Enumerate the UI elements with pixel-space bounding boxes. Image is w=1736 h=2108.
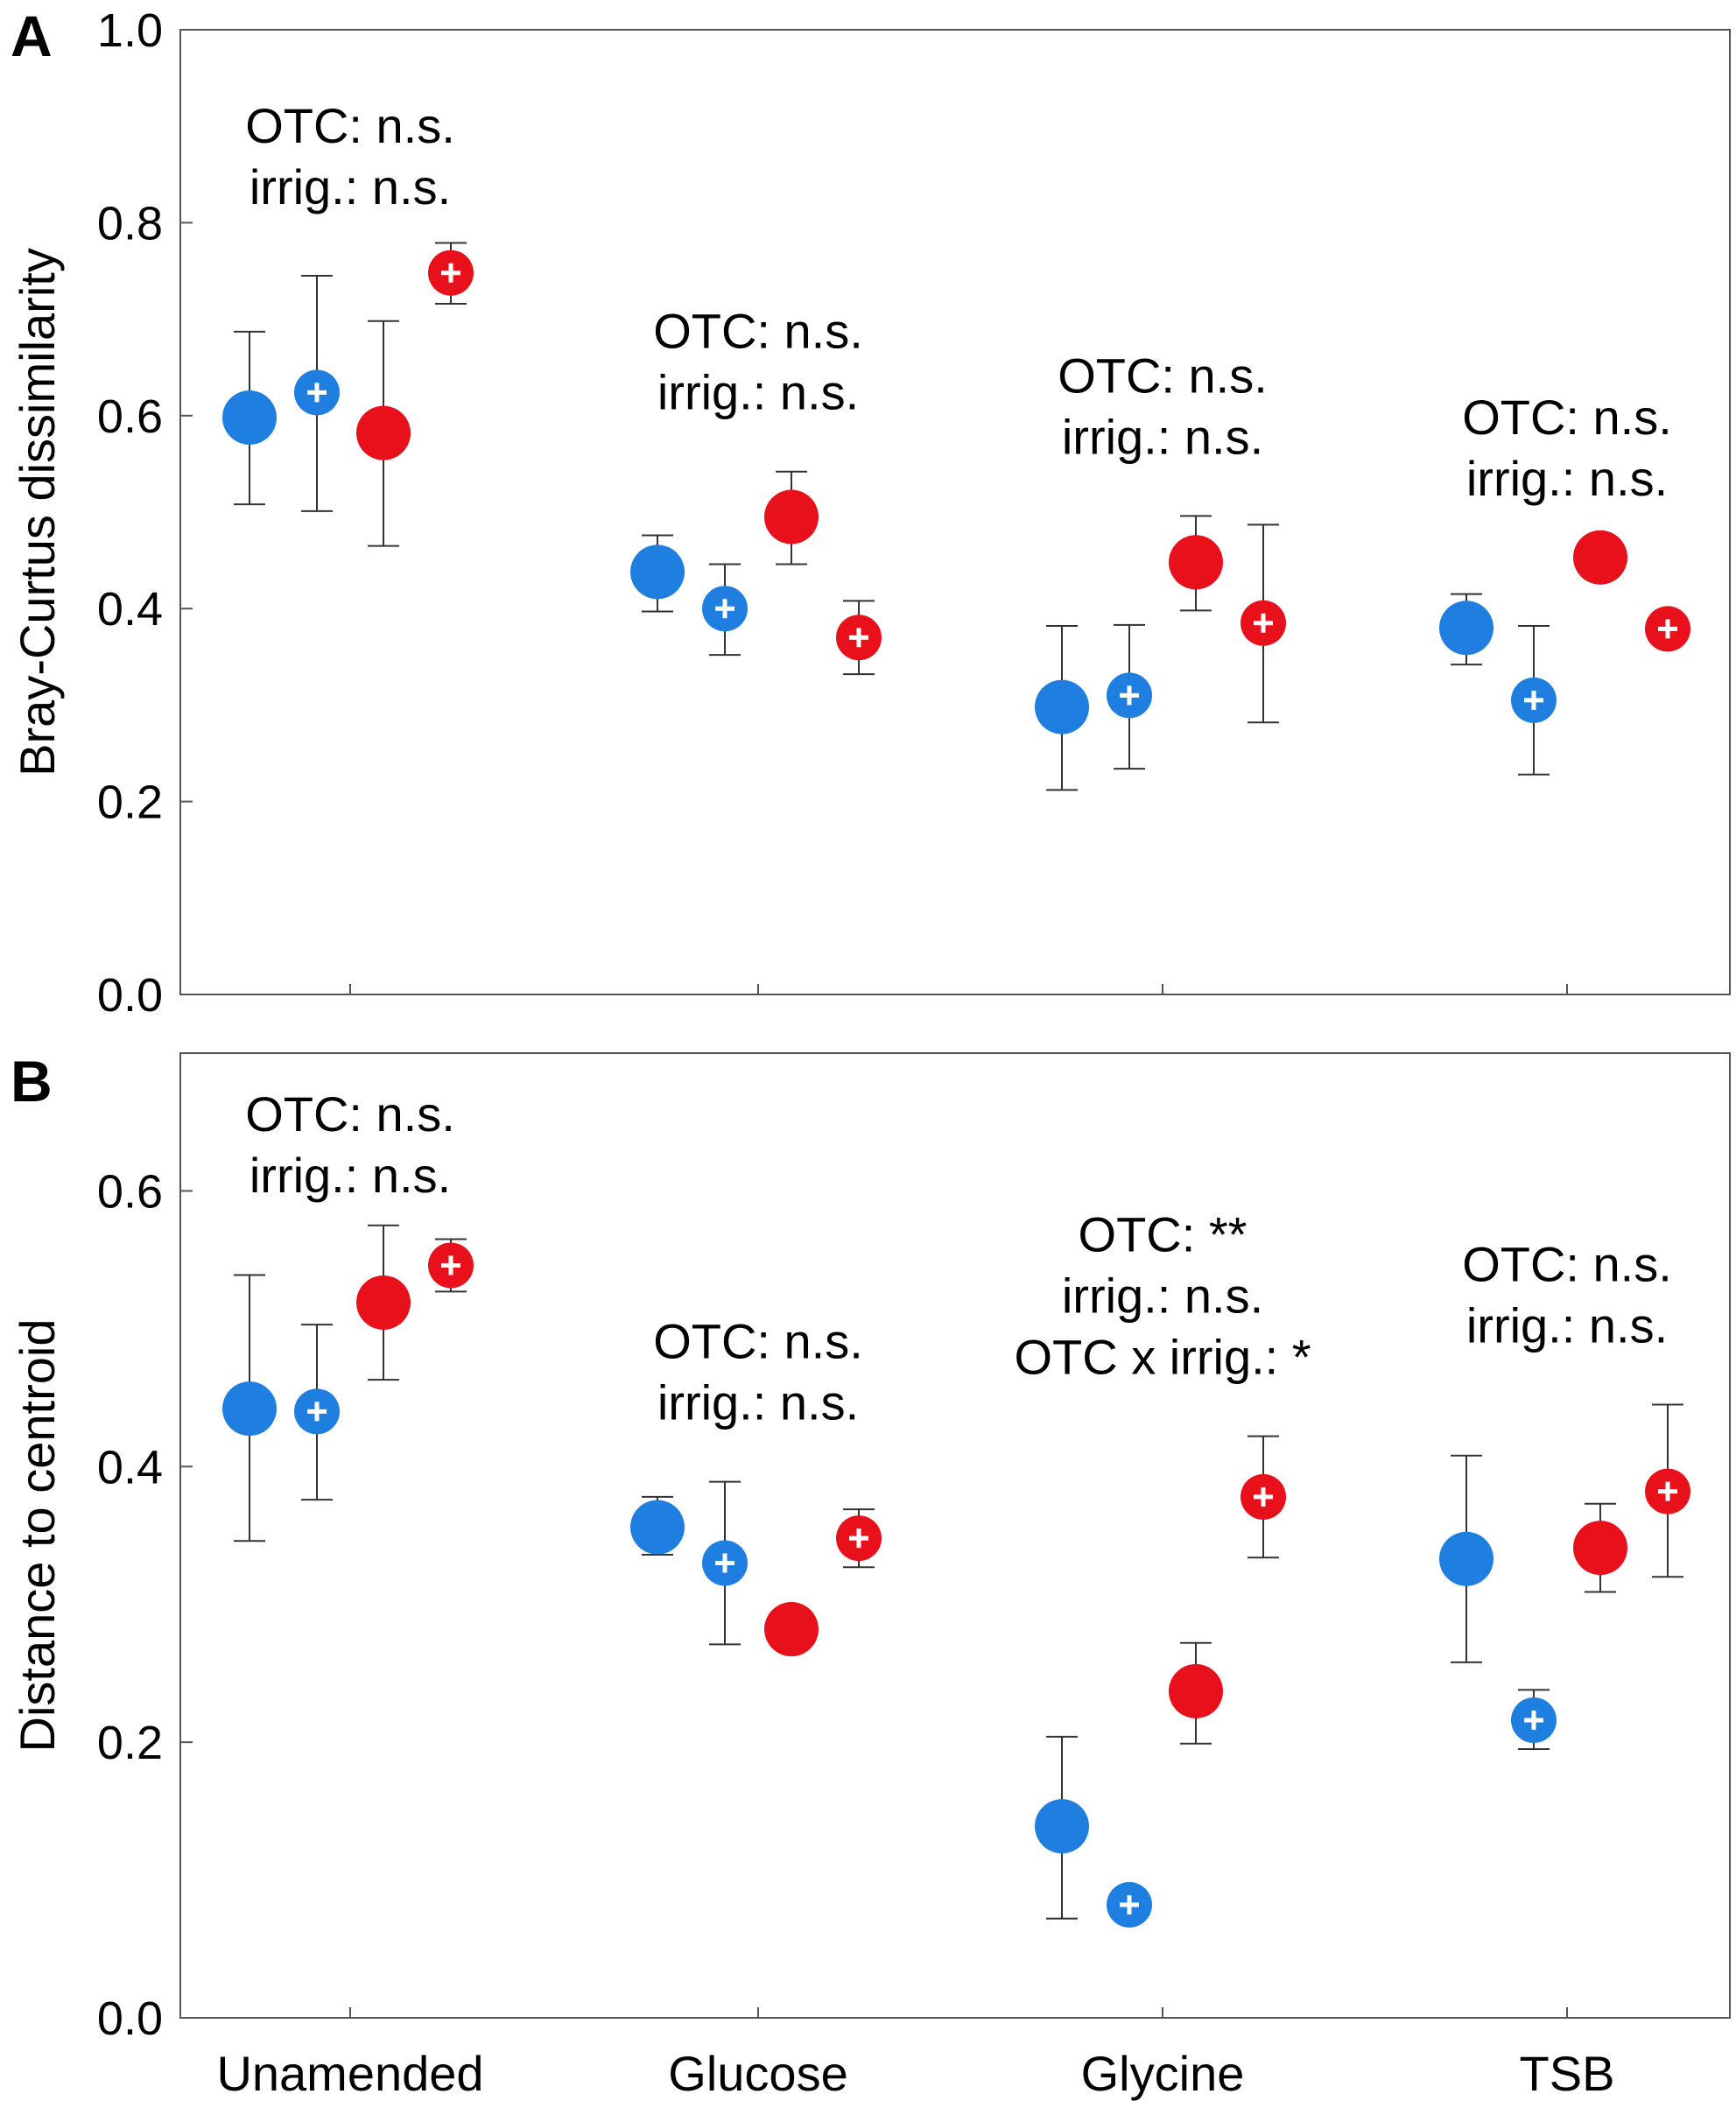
x-category-label: Unamended — [216, 2046, 483, 2101]
annotation-text: irrig.: n.s. — [1466, 451, 1668, 506]
y-tick-label: 1.0 — [97, 4, 163, 57]
panel-a: A 0.0 0.2 0.4 0.6 0.8 1.0 Bray-Curtus dissimila… — [10, 4, 1731, 1022]
data-point — [1035, 679, 1089, 734]
panel-b: B 0.0 0.2 0.4 0.6 Distance to centroid OTC: n.… — [10, 1049, 1731, 2101]
x-category-label: Glycine — [1081, 2046, 1245, 2101]
annotation-text: irrig.: n.s. — [657, 1375, 859, 1430]
data-point — [1439, 601, 1494, 656]
annotation-text: irrig.: n.s. — [657, 365, 859, 420]
panel-letter: A — [11, 4, 53, 68]
annotation-text: OTC: ** — [1079, 1207, 1248, 1262]
data-point — [764, 1602, 819, 1657]
data-point — [630, 1500, 685, 1555]
annotation-text: irrig.: n.s. — [1466, 1297, 1668, 1353]
plot-frame — [179, 29, 1731, 995]
annotation-text: OTC x irrig.: * — [1014, 1330, 1311, 1385]
y-tick-label: 0.6 — [97, 390, 163, 443]
data-point — [1573, 1521, 1627, 1576]
annotation-text: OTC: n.s. — [1462, 1236, 1672, 1291]
y-tick-label: 0.0 — [97, 969, 163, 1022]
data-point — [356, 405, 411, 460]
y-axis-label: Distance to centroid — [10, 1319, 65, 1753]
x-category-label: Glucose — [668, 2046, 847, 2101]
y-tick-label: 0.4 — [97, 583, 163, 636]
data-point — [1573, 530, 1627, 585]
data-point — [1439, 1531, 1494, 1586]
y-tick-label: 0.2 — [97, 1717, 163, 1769]
y-tick-label: 0.4 — [97, 1441, 163, 1493]
plot-frame — [179, 1052, 1731, 2019]
annotation-text: OTC: n.s. — [245, 1086, 455, 1142]
data-point — [356, 1275, 411, 1330]
annotation-text: OTC: n.s. — [245, 98, 455, 153]
annotation-text: irrig.: n.s. — [1062, 409, 1263, 464]
annotation-text: OTC: n.s. — [653, 304, 863, 359]
annotation-text: OTC: n.s. — [1462, 390, 1672, 445]
annotation-text: irrig.: n.s. — [250, 1148, 451, 1203]
panel-letter: B — [11, 1049, 53, 1114]
annotation-text: irrig.: n.s. — [250, 159, 451, 214]
data-point — [764, 489, 819, 545]
y-tick-label: 0.2 — [97, 776, 163, 829]
x-category-label: TSB — [1520, 2046, 1615, 2101]
data-point — [1169, 1663, 1223, 1718]
data-point — [1035, 1799, 1089, 1854]
data-point — [222, 390, 277, 446]
data-point — [222, 1381, 277, 1437]
data-point — [1169, 535, 1223, 590]
y-tick-label: 0.6 — [97, 1165, 163, 1218]
annotation-text: OTC: n.s. — [653, 1314, 863, 1369]
data-point — [630, 545, 685, 600]
annotation-text: OTC: n.s. — [1058, 348, 1268, 403]
y-tick-label: 0.0 — [97, 1992, 163, 2045]
y-axis-label: Bray-Curtus dissimilarity — [10, 248, 65, 776]
y-tick-label: 0.8 — [97, 197, 163, 249]
annotation-text: irrig.: n.s. — [1062, 1268, 1263, 1324]
